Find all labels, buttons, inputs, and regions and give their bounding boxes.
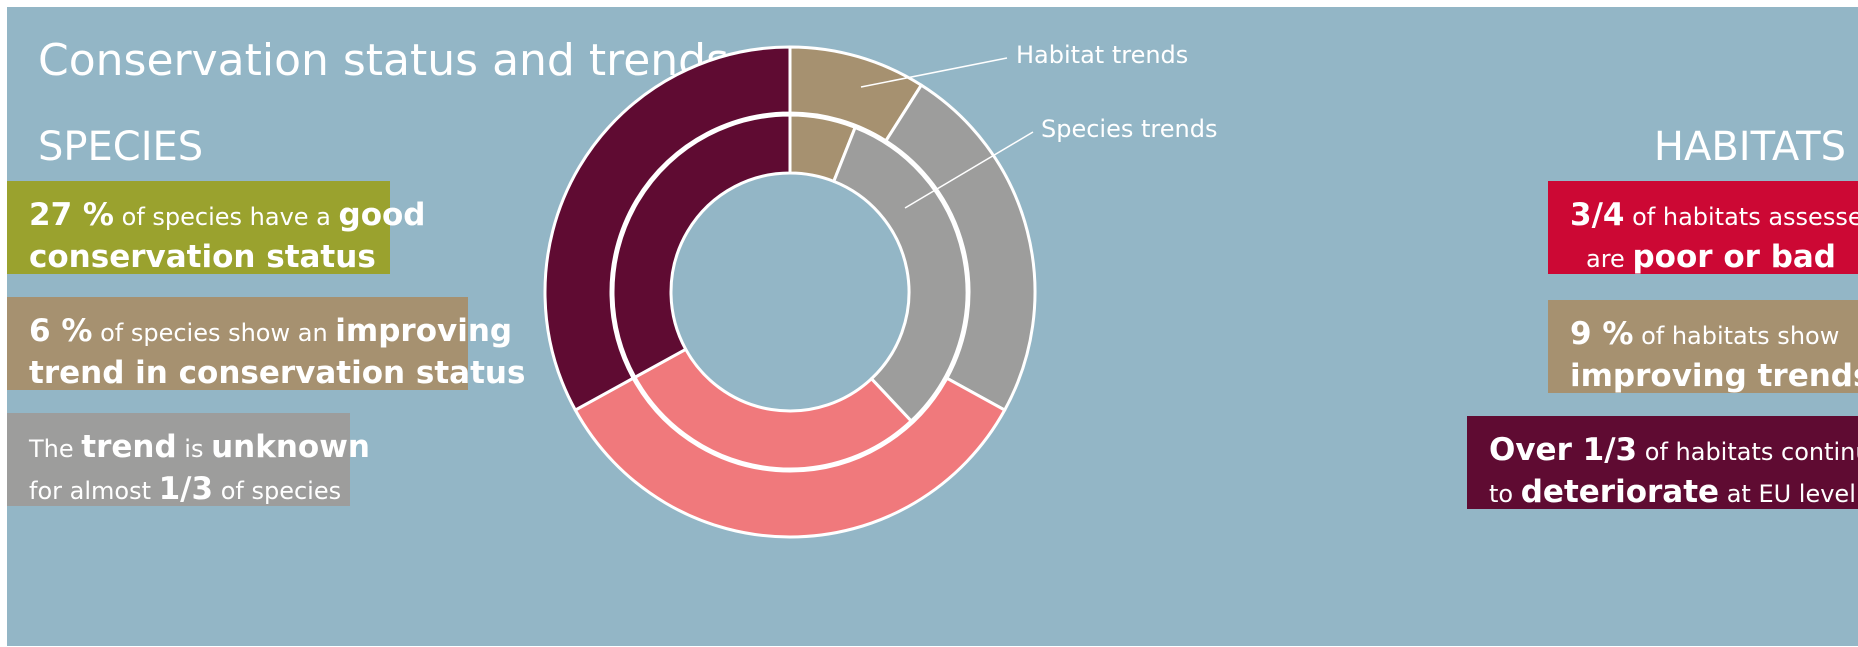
species-good-percent: 27 % bbox=[29, 197, 114, 233]
page-title: Conservation status and trends bbox=[38, 35, 730, 86]
species-unknown-word: unknown bbox=[211, 429, 370, 465]
habitats-poor-fraction: 3/4 bbox=[1570, 197, 1625, 233]
habitat-trends-label: Habitat trends bbox=[1016, 41, 1188, 69]
habitat-trends-ring bbox=[543, 45, 1037, 539]
species-unknown-trend-word: trend bbox=[81, 429, 177, 465]
species-good-status-box: 27 % of species have a good conservation… bbox=[7, 181, 426, 275]
ring-labels: Habitat trends Species trends bbox=[860, 41, 1217, 209]
species-unknown-tail: of species bbox=[213, 477, 342, 505]
habitats-deteriorate-fraction: Over 1/3 bbox=[1489, 432, 1638, 468]
trends-donut-chart: Habitat trends Species trends bbox=[543, 41, 1217, 539]
habitats-deteriorate-tail: at EU level bbox=[1719, 480, 1856, 508]
species-good-word: good bbox=[338, 197, 426, 233]
habitats-poor-are: are bbox=[1586, 245, 1633, 273]
habitats-deteriorate-box: Over 1/3 of habitats continue to deterio… bbox=[1467, 416, 1858, 510]
species-unknown-almost: for almost bbox=[29, 477, 159, 505]
species-unknown-pre: The bbox=[29, 435, 82, 463]
species-unknown-fraction: 1/3 bbox=[158, 471, 214, 507]
species-heading: SPECIES bbox=[38, 124, 204, 170]
species-unknown-is: is bbox=[176, 435, 212, 463]
species-improving-box: 6 % of species show an improving trend i… bbox=[7, 297, 525, 391]
species-improving-phrase: trend in conservation status bbox=[29, 355, 526, 391]
species-improving-text: of species show an bbox=[92, 319, 336, 347]
habitats-improving-phrase: improving trends bbox=[1570, 358, 1858, 394]
habitats-improving-text: of habitats show bbox=[1633, 322, 1840, 350]
species-improving-word: improving bbox=[335, 313, 513, 349]
species-slice-unknown bbox=[832, 125, 969, 423]
habitat-slice-stable bbox=[573, 376, 1007, 539]
habitats-improving-percent: 9 % bbox=[1570, 316, 1634, 352]
species-trends-label: Species trends bbox=[1041, 115, 1217, 143]
habitats-deteriorate-text: of habitats continue bbox=[1644, 438, 1858, 466]
infographic-panel: Conservation status and trends SPECIES H… bbox=[7, 7, 1858, 646]
habitats-deteriorate-to: to bbox=[1489, 480, 1521, 508]
habitats-deteriorate-word: deteriorate bbox=[1520, 474, 1720, 510]
habitats-poor-phrase: poor or bad bbox=[1632, 239, 1836, 275]
species-unknown-box: The trend is unknown for almost 1/3 of s… bbox=[7, 413, 370, 507]
habitats-poor-bad-box: 3/4 of habitats assessed are poor or bad bbox=[1548, 181, 1858, 275]
species-trends-leader-line bbox=[904, 131, 1034, 209]
habitats-improving-box: 9 % of habitats show improving trends bbox=[1548, 300, 1858, 394]
species-good-text: of species have a bbox=[114, 203, 339, 231]
species-slice-deteriorating bbox=[611, 113, 792, 379]
habitats-poor-text: of habitats assessed bbox=[1624, 203, 1858, 231]
species-slice-stable bbox=[633, 347, 913, 471]
habitats-heading: HABITATS bbox=[1653, 124, 1846, 170]
species-good-status-phrase: conservation status bbox=[29, 239, 376, 275]
habitat-slice-deteriorating bbox=[543, 45, 792, 412]
species-trends-ring bbox=[611, 113, 969, 471]
species-improving-percent: 6 % bbox=[29, 313, 93, 349]
habitat-trends-leader-line bbox=[860, 57, 1008, 88]
